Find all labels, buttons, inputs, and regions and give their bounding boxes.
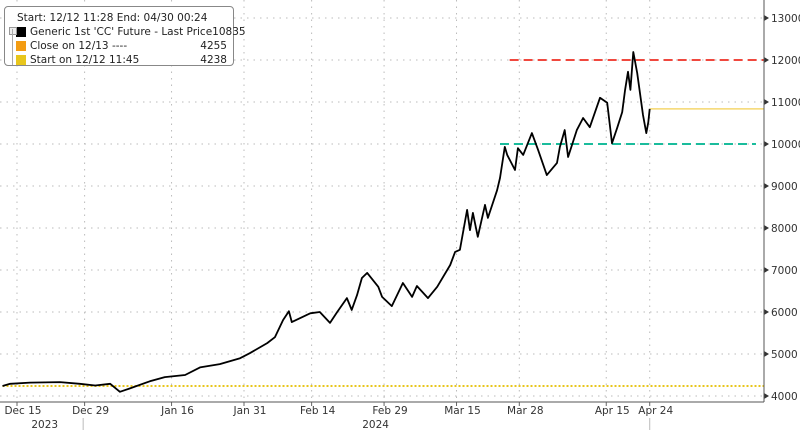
y-tick-label: 7000 xyxy=(771,265,798,277)
x-tick-label: Dec 29 xyxy=(72,405,109,417)
y-tick-mark xyxy=(764,225,769,231)
legend-header: Start: 12/12 11:28 End: 04/30 00:24 xyxy=(17,12,208,24)
legend-label: Close on 12/13 ---- xyxy=(30,40,128,52)
x-tick-label: Jan 31 xyxy=(233,405,267,417)
legend-value: 10835 xyxy=(212,26,246,38)
year-label: 2024 xyxy=(362,419,389,430)
y-tick-label: 8000 xyxy=(771,223,798,235)
x-tick-label: Apr 15 xyxy=(595,405,630,417)
y-tick-label: 9000 xyxy=(771,181,798,193)
x-tick-label: Mar 28 xyxy=(507,405,544,417)
y-tick-mark xyxy=(764,15,769,21)
y-tick-mark xyxy=(764,267,769,273)
legend-value: 4238 xyxy=(200,54,227,66)
legend-label: Start on 12/12 11:45 xyxy=(30,54,140,66)
legend-label: Generic 1st 'CC' Future - Last Price xyxy=(30,26,213,38)
x-tick-label: Apr 24 xyxy=(638,405,673,417)
year-label: 2023 xyxy=(31,419,58,430)
x-tick-label: Feb 29 xyxy=(372,405,407,417)
y-tick-label: 11000 xyxy=(771,97,800,109)
reference-lines xyxy=(2,59,764,388)
y-tick-mark xyxy=(764,309,769,315)
legend-item-start[interactable]: Start on 12/12 11:45 4238 xyxy=(11,53,227,67)
x-tick-label: Feb 14 xyxy=(300,405,336,417)
x-tick-label: Jan 16 xyxy=(160,405,194,417)
y-tick-label: 4000 xyxy=(771,391,798,403)
collapse-icon[interactable] xyxy=(9,27,17,35)
legend-value: 4255 xyxy=(200,40,227,52)
y-tick-label: 13000 xyxy=(771,13,800,25)
y-tick-mark xyxy=(764,393,769,399)
y-tick-label: 5000 xyxy=(771,349,798,361)
legend-tree-line xyxy=(12,29,17,65)
y-tick-label: 10000 xyxy=(771,139,800,151)
legend-swatch-yellow xyxy=(16,55,26,65)
y-tick-mark xyxy=(764,183,769,189)
legend-swatch-orange xyxy=(16,41,26,51)
legend-swatch-black xyxy=(16,27,26,37)
price-series-line xyxy=(2,51,651,393)
legend: Start: 12/12 11:28 End: 04/30 00:24 Gene… xyxy=(4,6,246,67)
y-tick-mark xyxy=(764,141,769,147)
y-tick-mark xyxy=(764,99,769,105)
x-tick-label: Mar 15 xyxy=(444,405,481,417)
y-tick-label: 12000 xyxy=(771,55,800,67)
y-tick-label: 6000 xyxy=(771,307,798,319)
legend-item-last-price[interactable]: Generic 1st 'CC' Future - Last Price 108… xyxy=(11,25,246,39)
y-tick-mark xyxy=(764,57,769,63)
y-tick-mark xyxy=(764,351,769,357)
legend-item-close[interactable]: Close on 12/13 ---- 4255 xyxy=(11,39,227,53)
x-tick-label: Dec 15 xyxy=(4,405,41,417)
series xyxy=(2,51,651,393)
